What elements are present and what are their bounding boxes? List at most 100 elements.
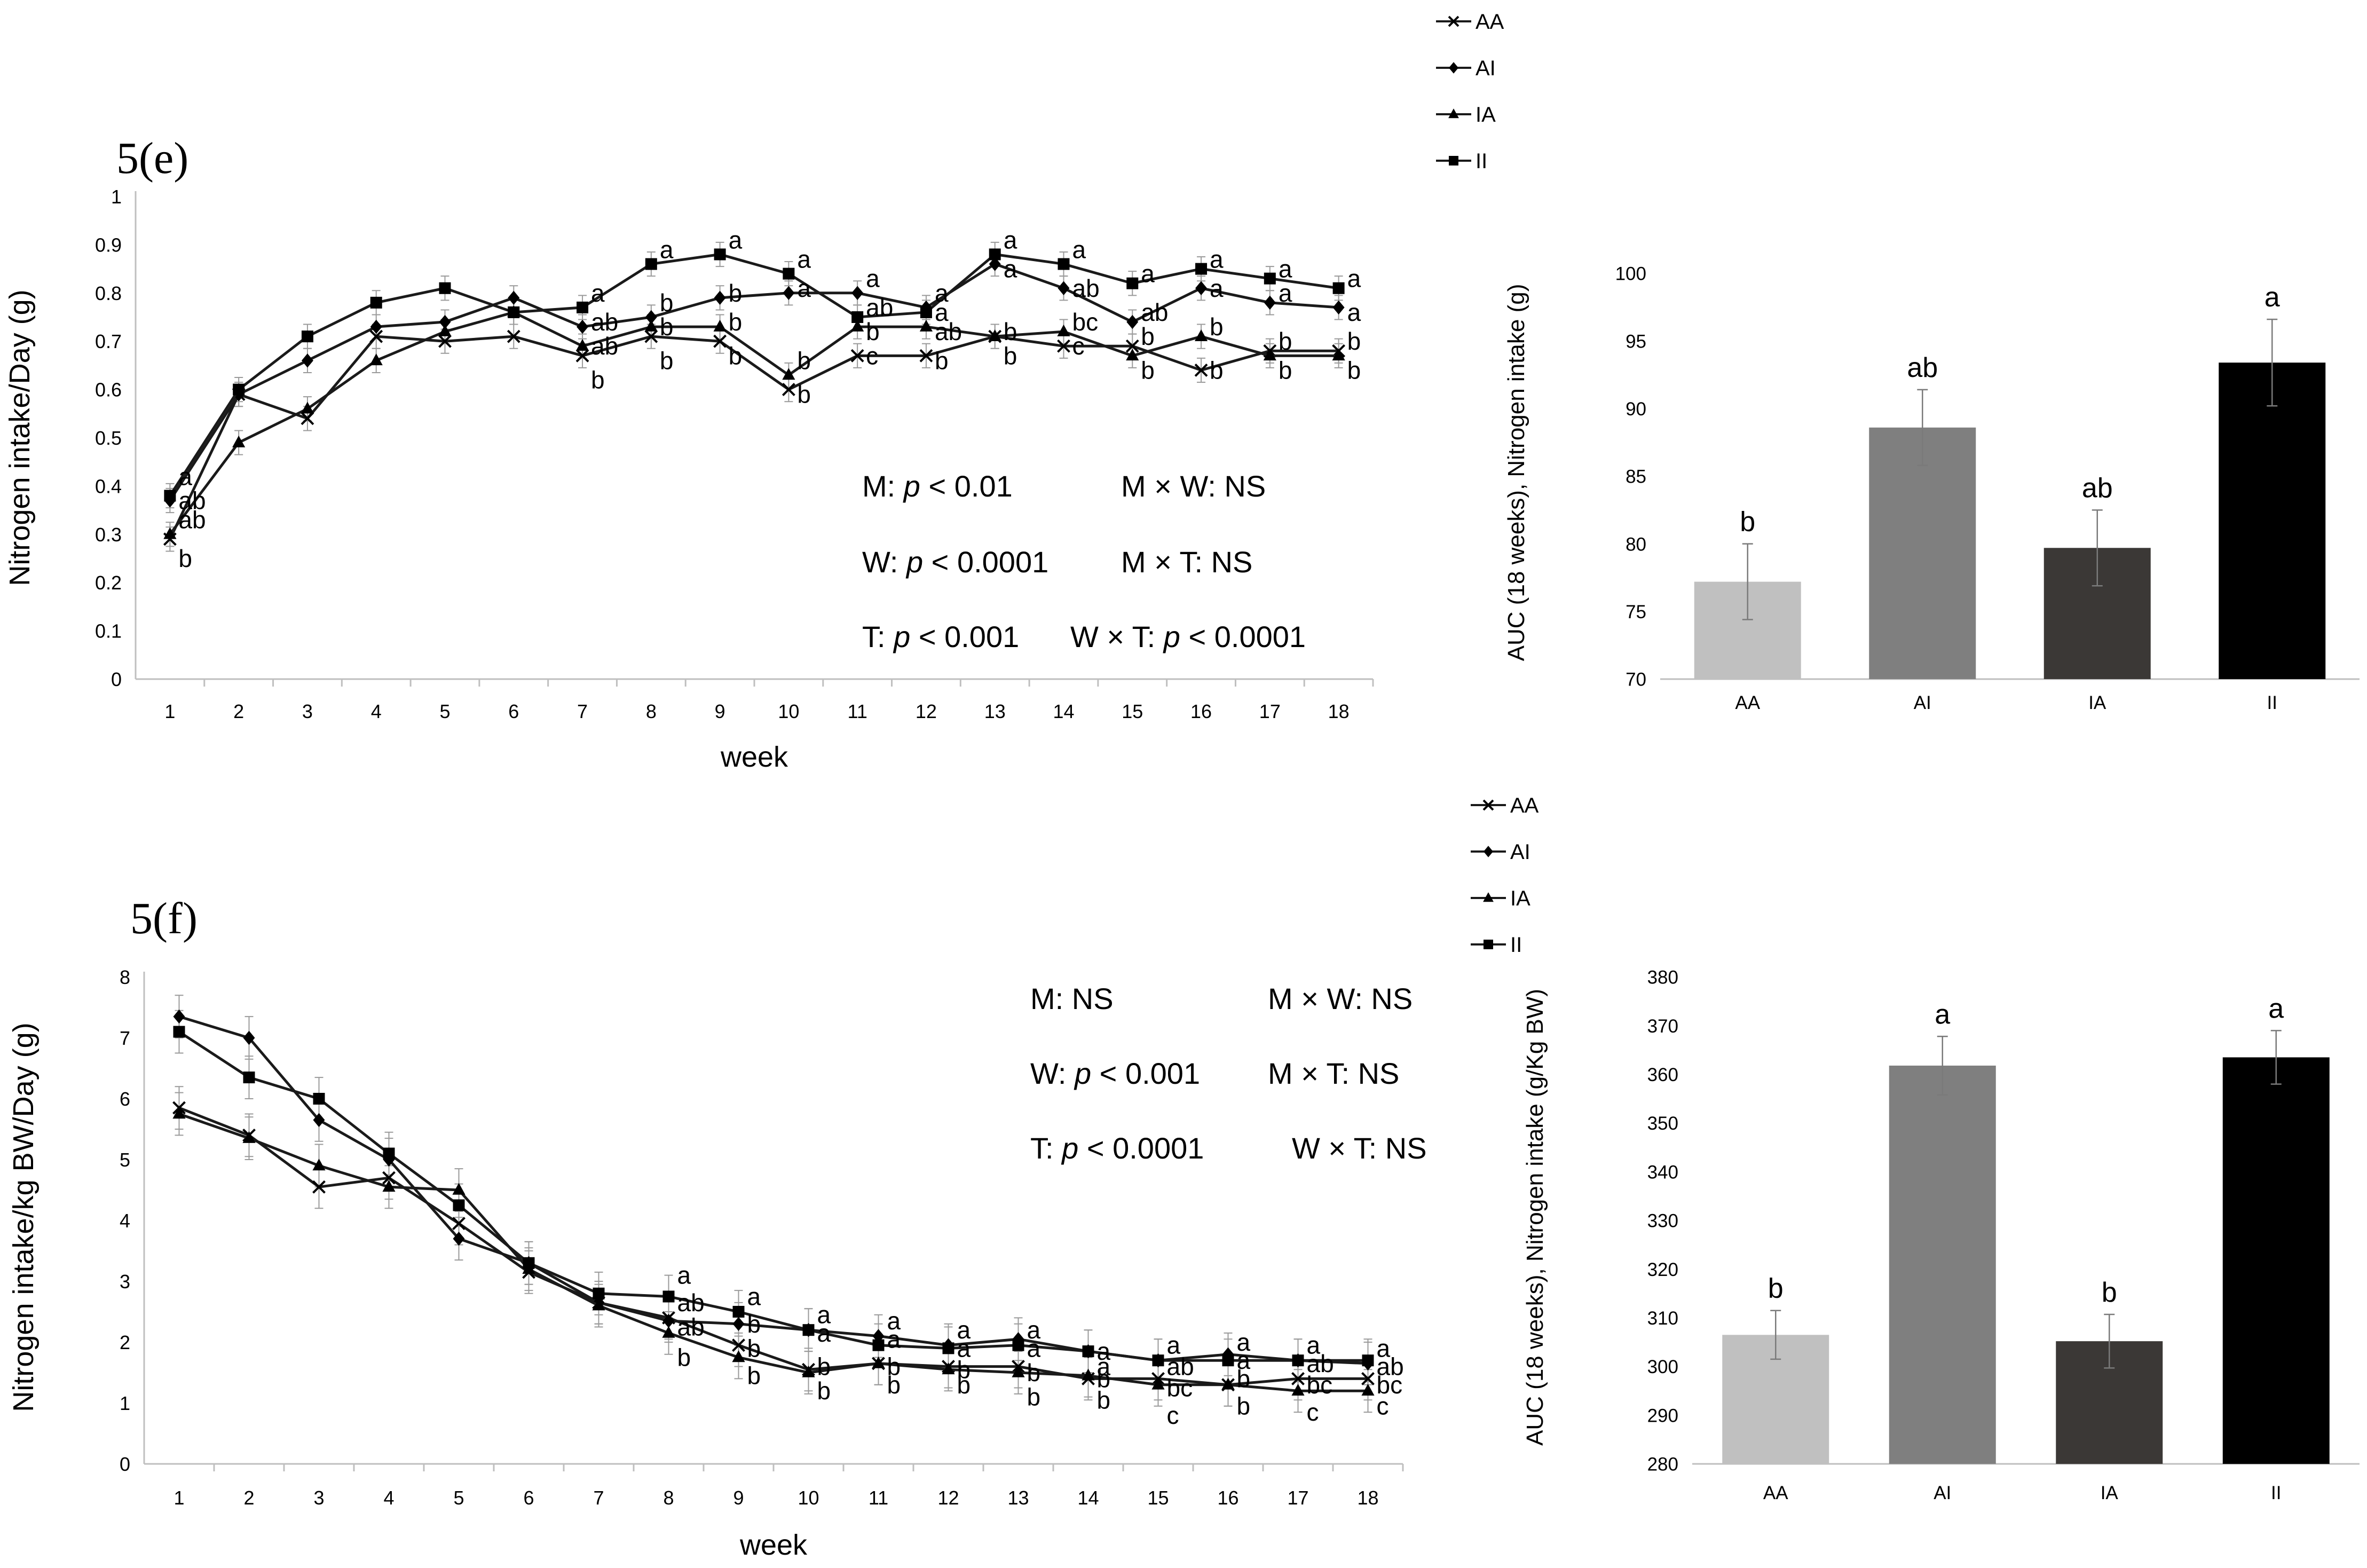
point-AI	[173, 1009, 185, 1024]
y-axis-label: AUC (18 weeks), Nitrogen intake (g)	[1503, 284, 1529, 661]
significance-label: a	[591, 279, 605, 307]
significance-label: a	[1004, 226, 1017, 254]
y-tick-label: 1	[120, 1392, 130, 1414]
point-AI	[453, 1232, 465, 1246]
panel-label-f: 5(f)	[130, 894, 198, 943]
legend-marker-AA	[1482, 799, 1494, 811]
stat-text: M × W: NS	[1121, 469, 1266, 503]
significance-label: bc	[1377, 1371, 1403, 1399]
legend-marker-IA	[1448, 108, 1459, 119]
point-AA	[1291, 1372, 1305, 1385]
y-tick-label: 380	[1647, 967, 1678, 988]
significance-label: a	[1935, 999, 1950, 1030]
significance-label: b	[1347, 356, 1361, 384]
series-AI	[164, 257, 1345, 508]
significance-label: a	[866, 265, 880, 293]
significance-label: b	[1740, 507, 1755, 538]
significance-label: ab	[1167, 1353, 1194, 1381]
point-II	[313, 1093, 325, 1105]
x-tick-label: 8	[663, 1487, 674, 1509]
y-tick-label: 80	[1626, 534, 1646, 555]
legend-label-IA: IA	[1510, 887, 1530, 910]
point-II	[508, 306, 520, 318]
point-AI	[645, 310, 657, 325]
x-tick-label: 17	[1287, 1487, 1308, 1509]
error-bar	[2104, 1313, 2115, 1369]
y-tick-label: 75	[1626, 602, 1646, 623]
significance-label: c	[1307, 1398, 1319, 1426]
x-tick-label: 16	[1190, 700, 1212, 722]
stat-f-0: M: NS	[1030, 981, 1114, 1016]
point-II	[164, 490, 176, 502]
error-bar	[1917, 389, 1928, 466]
x-tick-label: 4	[383, 1487, 394, 1509]
y-tick-label: 85	[1626, 467, 1646, 487]
significance-label: ab	[1307, 1350, 1334, 1377]
y-tick-label: 0.9	[95, 234, 122, 256]
point-II	[370, 296, 382, 309]
x-tick-label: AA	[1735, 692, 1760, 713]
x-axis-label: week	[739, 1529, 808, 1561]
y-tick-label: 1	[111, 186, 122, 208]
significance-label: a	[817, 1301, 831, 1329]
significance-label: ab	[866, 294, 893, 321]
point-AI	[714, 290, 726, 305]
point-IA	[575, 339, 589, 351]
y-tick-label: 0	[111, 668, 122, 690]
significance-label: b	[747, 1310, 761, 1338]
significance-label: b	[178, 545, 192, 572]
significance-label: a	[797, 274, 811, 302]
significance-label: a	[1279, 255, 1292, 283]
significance-label: ab	[1072, 274, 1100, 302]
point-AA	[438, 334, 452, 348]
point-IA	[1194, 329, 1208, 341]
legend-label-AI: AI	[1476, 57, 1496, 80]
significance-label: b	[797, 381, 811, 408]
point-AI	[1332, 300, 1345, 315]
significance-label: a	[1237, 1328, 1251, 1356]
significance-label: b	[957, 1356, 971, 1383]
y-tick-label: 95	[1626, 331, 1646, 352]
point-II	[1058, 258, 1070, 270]
point-AA	[1057, 339, 1070, 353]
point-IA	[382, 1180, 396, 1192]
point-II	[1264, 272, 1276, 285]
x-tick-label: 13	[1007, 1487, 1029, 1509]
legend-label-IA: IA	[1476, 103, 1496, 127]
point-AI	[313, 1113, 325, 1128]
stat-text: W × T: NS	[1292, 1131, 1427, 1165]
x-tick-label: AI	[1934, 1483, 1951, 1503]
point-AA	[301, 412, 314, 426]
y-tick-label: 0.8	[95, 282, 122, 304]
x-tick-label: 12	[916, 700, 937, 722]
significance-label: a	[1377, 1334, 1391, 1362]
stat-e-4: T: p < 0.001	[862, 619, 1019, 654]
point-IA	[369, 353, 383, 366]
x-tick-label: 9	[715, 700, 725, 722]
x-tick-label: 14	[1053, 700, 1074, 722]
significance-label: a	[887, 1325, 901, 1353]
significance-label: a	[797, 246, 811, 273]
stat-e-1: M × W: NS	[1121, 469, 1266, 503]
significance-label: b	[1210, 356, 1224, 384]
legend-marker-II	[1484, 940, 1493, 949]
point-IA	[1221, 1377, 1235, 1390]
legend-label-AA: AA	[1476, 10, 1504, 34]
significance-label: b	[817, 1353, 831, 1381]
significance-label: a	[677, 1262, 691, 1289]
legend-label-II: II	[1510, 933, 1522, 957]
point-AI	[783, 286, 795, 300]
significance-label: a	[957, 1334, 971, 1362]
stat-e-0: M: p < 0.01	[862, 469, 1013, 503]
stat-p-symbol: p	[1062, 1131, 1079, 1165]
significance-label: b	[935, 346, 949, 374]
y-tick-label: 0.5	[95, 427, 122, 449]
point-IA	[301, 401, 314, 414]
stat-text: W:	[862, 545, 906, 579]
y-tick-label: 370	[1647, 1016, 1678, 1037]
series-line-II	[178, 1030, 1368, 1362]
stat-value: < 0.0001	[1078, 1131, 1204, 1165]
stat-text: M × T: NS	[1121, 545, 1253, 579]
stat-p-symbol: p	[1074, 1057, 1092, 1090]
